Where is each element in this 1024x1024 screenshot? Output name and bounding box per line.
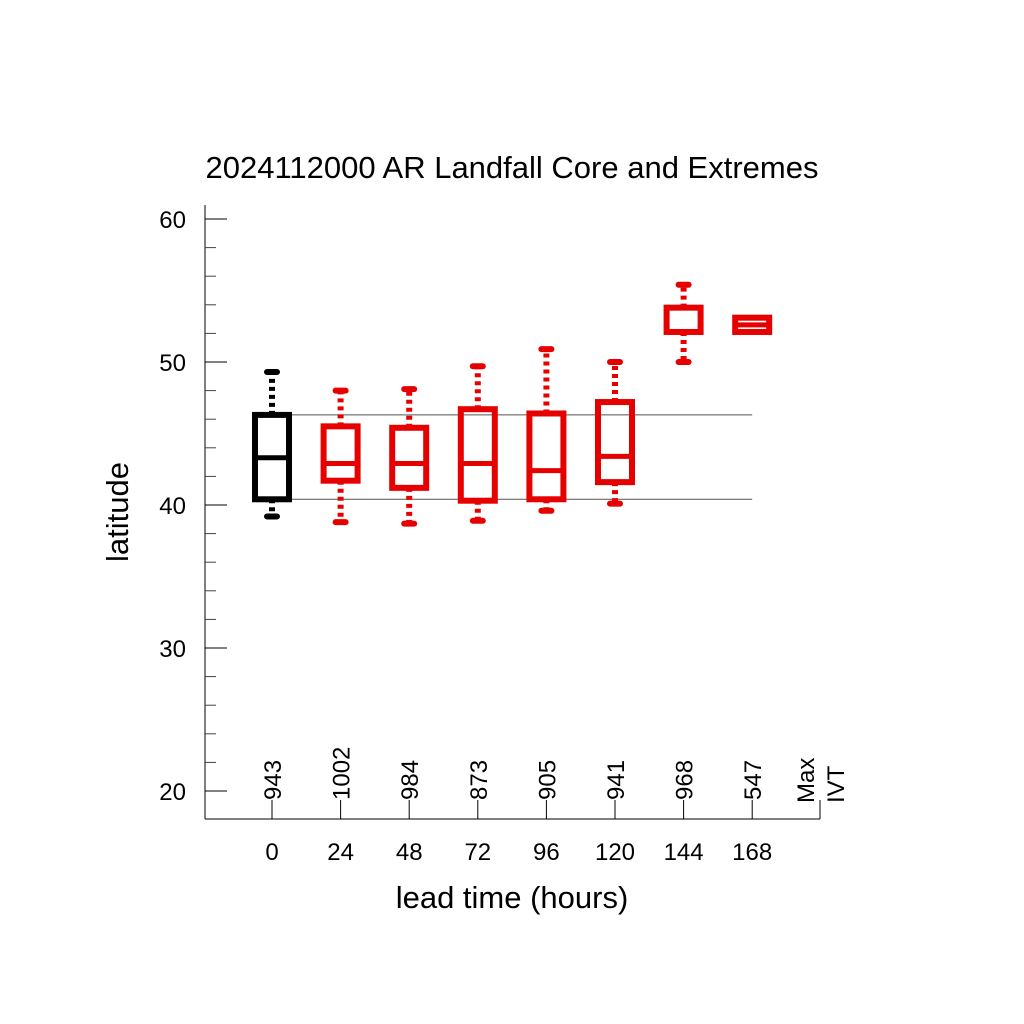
count-label: 943	[260, 760, 287, 800]
x-tick-label: 96	[533, 839, 560, 866]
count-label: 941	[603, 760, 630, 800]
box-iqr	[389, 424, 430, 491]
box-iqr	[457, 406, 498, 504]
x-tick-label: 0	[265, 839, 278, 866]
x-tick-label: 120	[595, 839, 635, 866]
x-tick-label: 168	[732, 839, 772, 866]
extra-label-line2: IVT	[823, 765, 850, 803]
x-axis-label: lead time (hours)	[396, 880, 629, 915]
box-iqr	[526, 410, 567, 503]
plot-area: 20 30 40 50 60 0 943 24 1002 48 984 72 873 96 905 120 94…	[159, 205, 821, 866]
y-tick-label: 60	[159, 207, 186, 234]
count-label: 984	[397, 760, 424, 800]
y-tick-label: 40	[159, 493, 186, 520]
x-tick-label: 48	[396, 839, 423, 866]
extra-label-line1: Max	[793, 758, 820, 803]
y-tick-label: 20	[159, 779, 186, 806]
count-label: 968	[672, 760, 699, 800]
y-tick-label: 30	[159, 636, 186, 663]
y-tick-label: 50	[159, 350, 186, 377]
x-tick-label: 24	[327, 839, 354, 866]
box-iqr	[320, 423, 361, 484]
count-label: 905	[534, 760, 561, 800]
x-tick-label: 144	[664, 839, 704, 866]
chart-title: 2024112000 AR Landfall Core and Extremes	[206, 150, 819, 185]
box-iqr	[595, 399, 635, 486]
y-axis-label: latitude	[100, 462, 135, 562]
count-label: 873	[466, 760, 493, 800]
x-tick-label: 72	[464, 839, 491, 866]
count-label: 1002	[329, 747, 356, 800]
count-label: 547	[740, 760, 767, 800]
box-iqr	[663, 304, 704, 335]
